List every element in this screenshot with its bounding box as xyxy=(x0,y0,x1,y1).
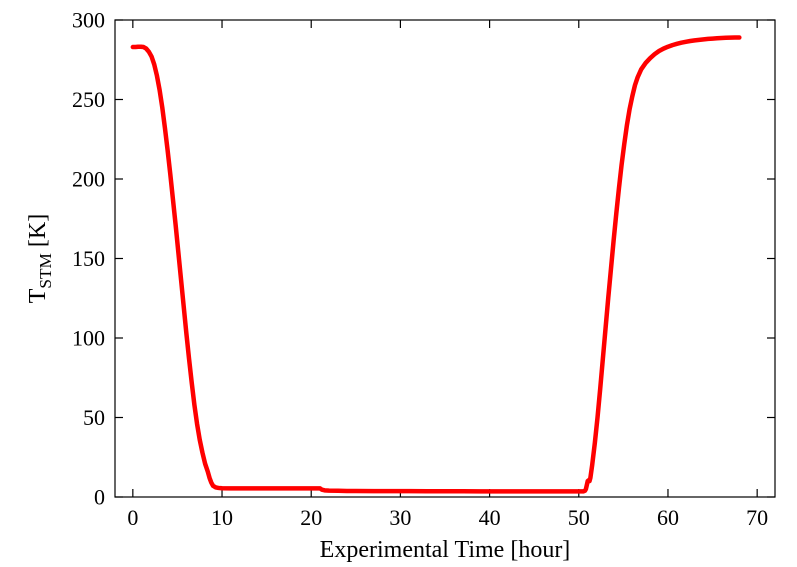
y-tick-label: 200 xyxy=(72,167,105,192)
plot-area xyxy=(115,20,775,497)
y-tick-label: 0 xyxy=(94,485,105,510)
x-tick-label: 10 xyxy=(211,505,233,530)
x-tick-label: 70 xyxy=(746,505,768,530)
x-tick-label: 50 xyxy=(568,505,590,530)
y-tick-label: 150 xyxy=(72,246,105,271)
y-axis-label: TSTM [K] xyxy=(25,214,55,304)
chart-svg: 0 10 20 30 40 50 60 70 0 50 100 150 200 250 300 Experim… xyxy=(0,0,797,567)
y-tick-label: 250 xyxy=(72,87,105,112)
x-tick-label: 20 xyxy=(300,505,322,530)
x-tick-label: 40 xyxy=(479,505,501,530)
y-tick-label: 50 xyxy=(83,405,105,430)
y-tick-label: 100 xyxy=(72,326,105,351)
x-tick-label: 30 xyxy=(389,505,411,530)
x-tick-label: 0 xyxy=(127,505,138,530)
y-tick-label: 300 xyxy=(72,8,105,33)
temperature-series xyxy=(133,37,739,491)
x-tick-label: 60 xyxy=(657,505,679,530)
temperature-chart: 0 10 20 30 40 50 60 70 0 50 100 150 200 250 300 Experim… xyxy=(0,0,797,567)
x-axis-label: Experimental Time [hour] xyxy=(320,537,571,563)
